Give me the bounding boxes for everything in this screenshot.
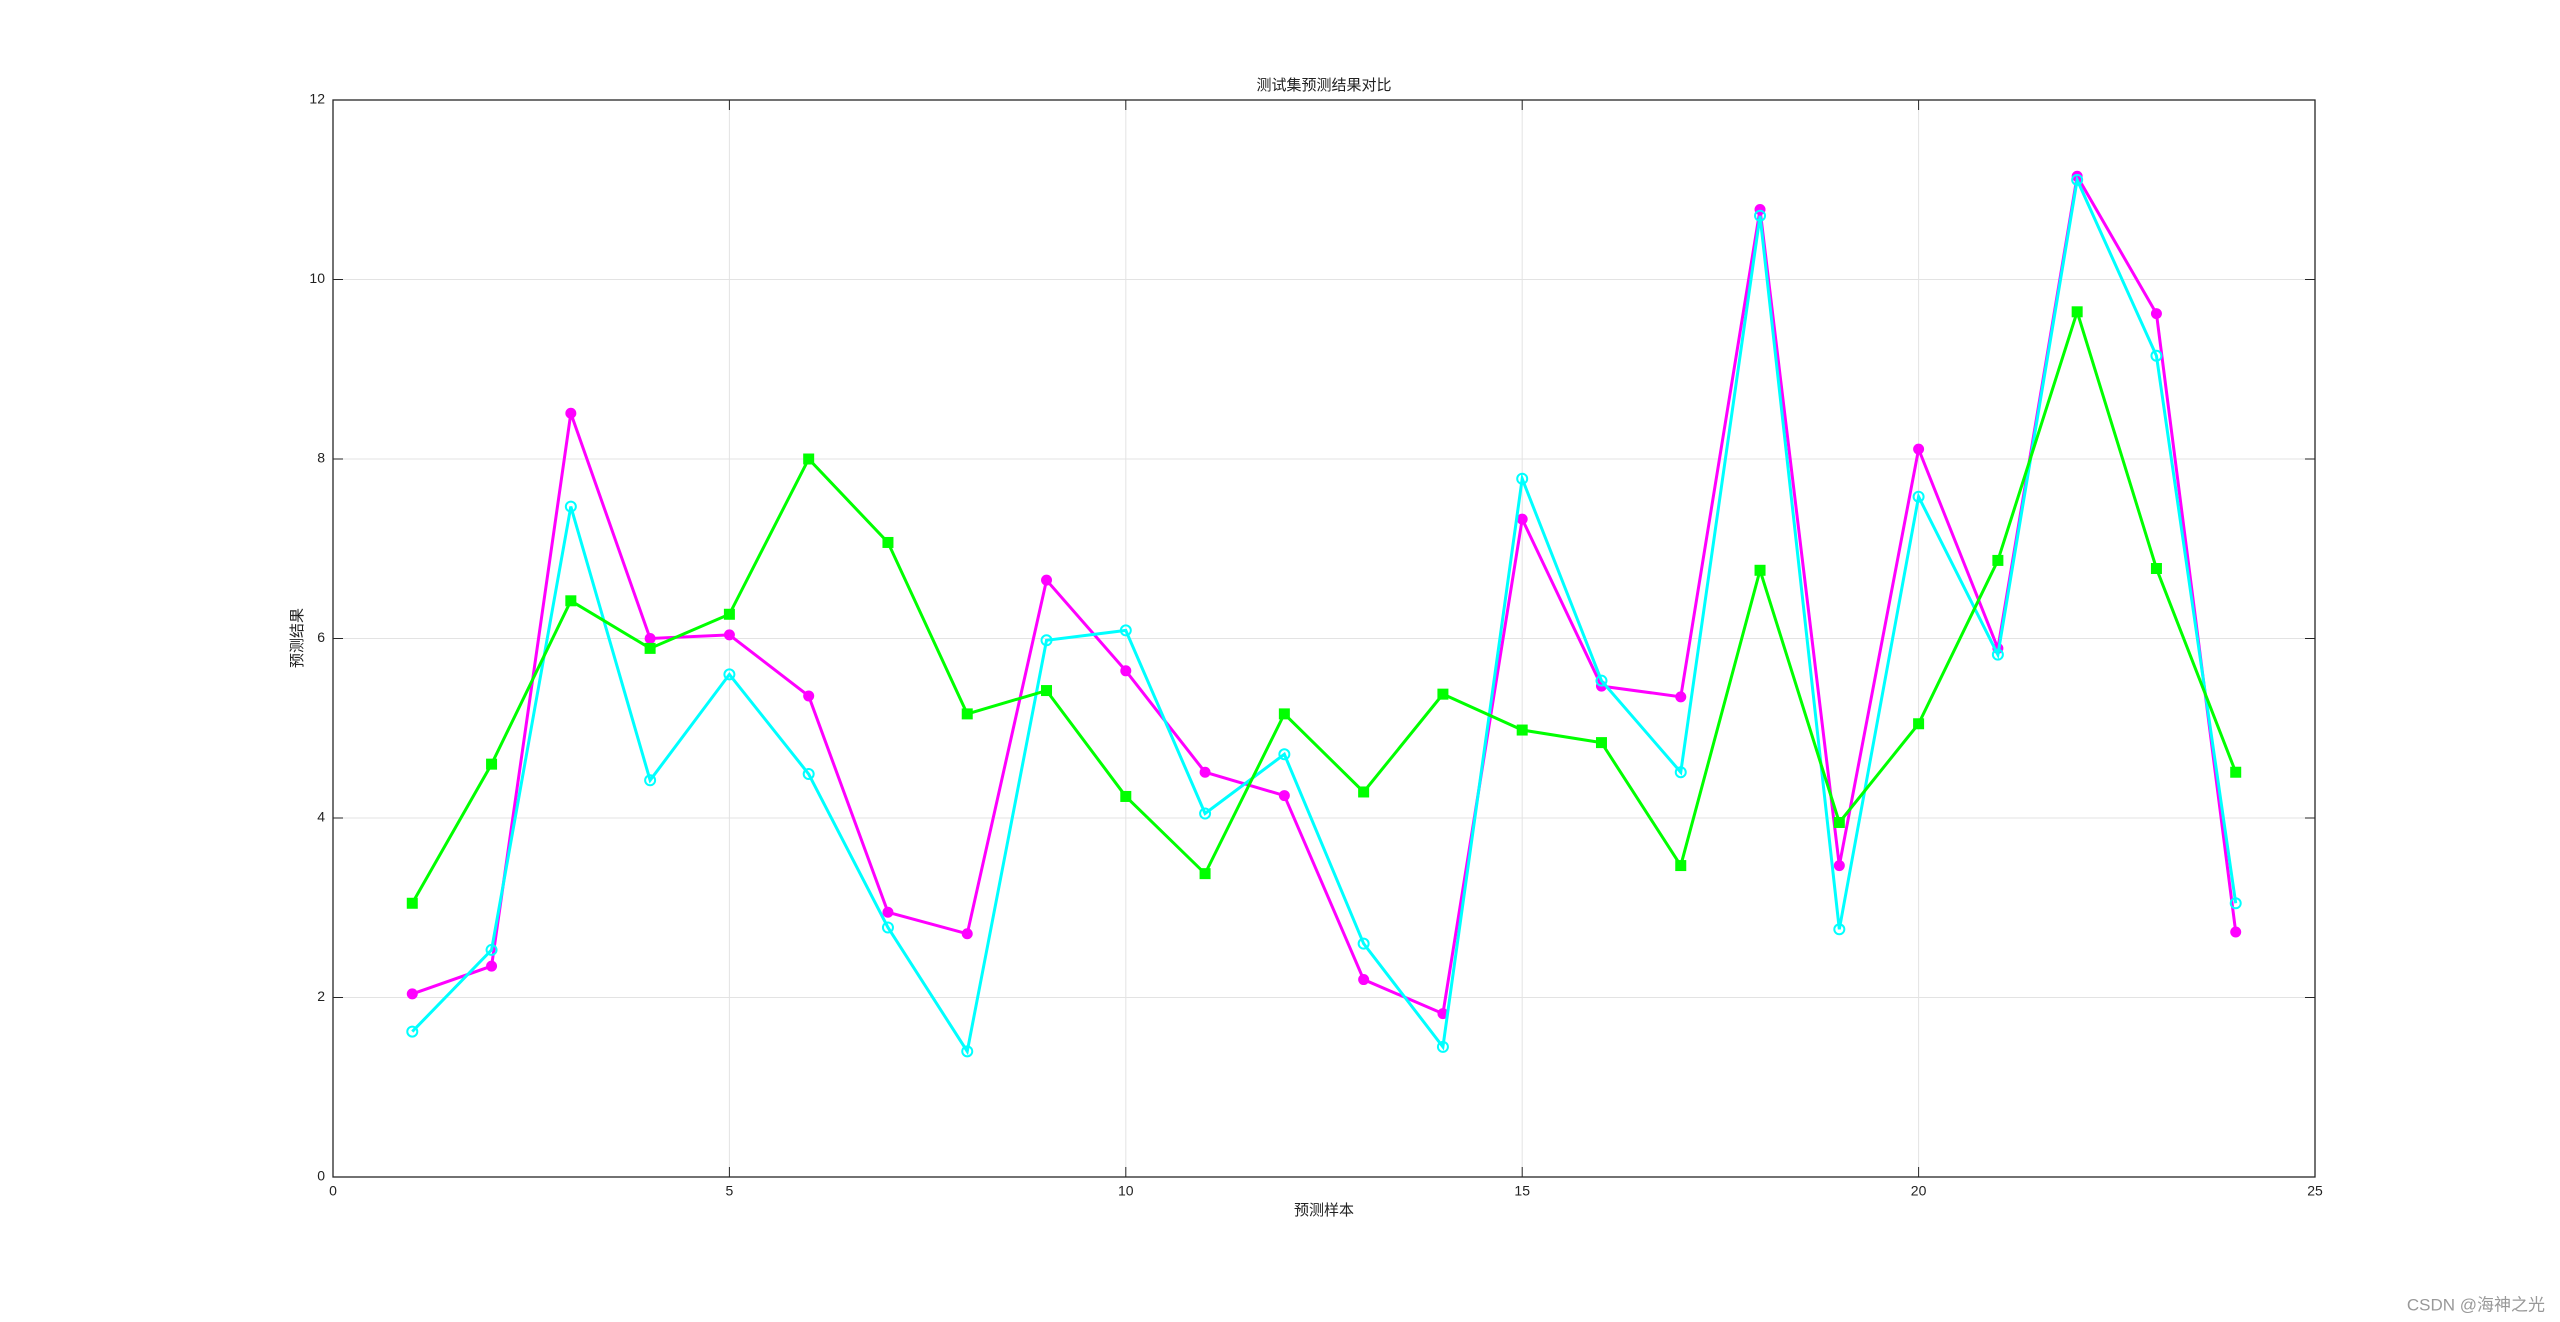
y-tick-label: 8 [317,450,325,466]
marker [644,633,656,644]
series-line [410,306,2238,905]
x-tick-label: 15 [1514,1183,1530,1199]
marker [881,921,894,934]
marker [961,1045,974,1058]
x-tick-label: 5 [726,1183,734,1199]
marker [1041,685,1053,697]
marker [1041,574,1053,586]
marker [564,500,577,513]
marker [1991,648,2004,661]
marker [485,943,498,956]
marker [961,708,973,720]
marker [1278,708,1290,720]
marker [1436,1040,1449,1053]
marker [1199,868,1211,880]
marker [2230,926,2242,938]
marker [565,595,577,607]
marker [723,608,735,620]
marker [1358,974,1370,986]
marker [1913,718,1925,730]
marker [1358,786,1370,798]
marker [2150,562,2162,574]
marker [882,536,894,548]
marker [1516,724,1528,736]
marker [1595,737,1607,749]
marker [2150,308,2162,320]
marker [1754,564,1766,576]
marker [1913,443,1925,455]
y-axis-label: 预测结果 [289,608,306,668]
marker [565,407,577,419]
marker [2071,306,2083,318]
axes-box [332,99,2316,1178]
marker [1675,860,1687,872]
marker [1675,691,1687,703]
marker [1833,816,1845,828]
x-tick-label: 25 [2307,1183,2323,1199]
marker [2230,766,2242,778]
marker [1674,766,1687,779]
marker [1595,674,1608,687]
marker [1754,209,1767,222]
chart-title: 测试集预测结果对比 [1256,77,1391,94]
marker [644,774,657,787]
marker [803,453,815,465]
marker [1516,513,1528,525]
marker [644,642,656,654]
marker [486,758,498,770]
marker [882,906,894,918]
marker [406,897,418,909]
marker [2150,349,2163,362]
marker [1992,554,2004,566]
marker [406,1025,419,1038]
marker [1516,472,1529,485]
marker [486,960,498,972]
x-axis-label: 预测样本 [1294,1202,1354,1219]
marker [723,629,735,641]
marker [802,768,815,781]
x-tick-label: 10 [1118,1183,1134,1199]
marker [1278,748,1291,761]
y-tick-label: 6 [317,629,325,645]
y-tick-label: 0 [317,1168,325,1184]
marker [1278,790,1290,802]
marker [1120,790,1132,802]
watermark: CSDN @海神之光 [2407,1295,2545,1314]
series-line [411,171,2238,1016]
marker [961,928,973,940]
marker [1199,807,1212,820]
marker [1040,634,1053,647]
marker [2229,897,2242,910]
marker [1833,860,1845,872]
series-line [411,174,2238,1056]
marker [1833,923,1846,936]
y-tick-label: 10 [309,270,325,286]
marker [1357,937,1370,950]
marker [406,988,418,1000]
marker [1119,624,1132,637]
marker [723,668,736,681]
marker [2071,173,2084,186]
marker [1199,766,1211,778]
marker [803,690,815,702]
x-tick-label: 20 [1911,1183,1927,1199]
marker [1912,490,1925,503]
y-tick-label: 4 [317,809,325,825]
marker [1120,665,1132,677]
y-tick-label: 12 [309,91,325,107]
x-tick-label: 0 [329,1183,337,1199]
marker [1437,688,1449,700]
y-tick-label: 2 [317,988,325,1004]
